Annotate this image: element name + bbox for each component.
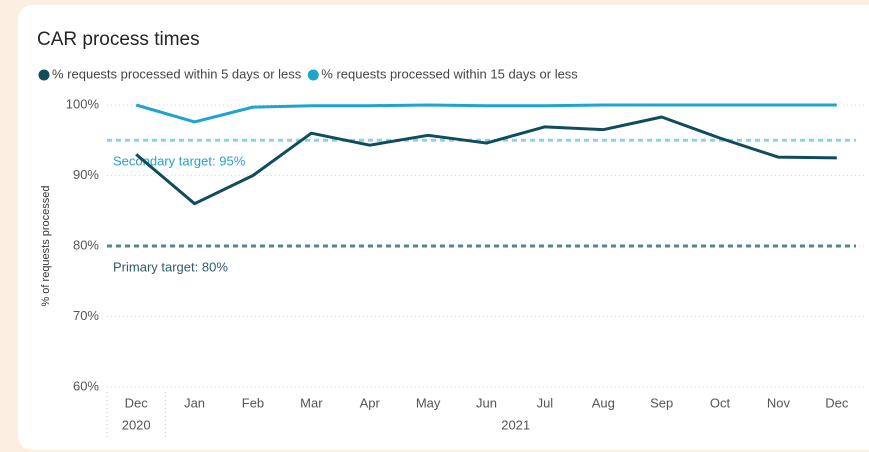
y-tick-label: 80%	[73, 237, 99, 252]
chart-title: CAR process times	[37, 29, 200, 50]
y-tick-label: 70%	[73, 308, 99, 323]
x-group-label: 2021	[501, 417, 530, 432]
target-label: Primary target: 80%	[113, 259, 228, 274]
x-tick-label: Jul	[537, 395, 554, 410]
legend-marker	[307, 69, 319, 81]
x-tick-label: Dec	[125, 395, 149, 410]
x-tick-label: Dec	[825, 395, 849, 410]
card	[18, 5, 869, 450]
x-tick-label: Jun	[476, 395, 497, 410]
y-tick-label: 60%	[73, 378, 99, 393]
x-tick-label: Apr	[360, 395, 381, 410]
legend-marker	[38, 69, 50, 81]
x-tick-label: Jan	[184, 395, 205, 410]
y-axis-label: % of requests processed	[40, 185, 52, 306]
y-tick-label: 90%	[73, 167, 99, 182]
x-tick-label: May	[416, 395, 441, 410]
series-line	[135, 115, 837, 206]
x-tick-label: Feb	[242, 395, 264, 410]
x-tick-label: Sep	[650, 395, 673, 410]
legend-label: % requests processed within 15 days or l…	[321, 66, 578, 81]
legend-label: % requests processed within 5 days or le…	[52, 66, 302, 81]
x-tick-label: Oct	[710, 395, 731, 410]
x-tick-label: Aug	[592, 395, 615, 410]
x-tick-label: Mar	[300, 395, 323, 410]
x-tick-label: Nov	[767, 395, 791, 410]
target-label: Secondary target: 95%	[113, 154, 246, 169]
y-tick-label: 100%	[66, 96, 100, 111]
series-line	[135, 103, 837, 124]
x-group-label: 2020	[122, 417, 151, 432]
